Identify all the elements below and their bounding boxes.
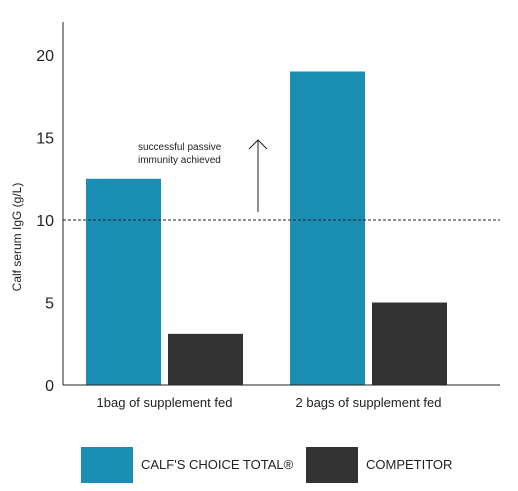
annotation-arrow	[248, 139, 268, 212]
y-tick-label: 0	[45, 378, 54, 395]
bar	[168, 333, 243, 385]
bar-chart: Calf serum IgG (g/L) 0 5 10 15 20 1bag of su…	[10, 22, 500, 410]
legend-swatch-competitor	[306, 447, 358, 483]
y-tick-label: 10	[36, 213, 54, 230]
x-category-label: 1bag of supplement fed	[97, 395, 233, 410]
bar	[290, 71, 365, 385]
y-tick-label: 15	[36, 131, 54, 148]
legend-label-competitor: COMPETITOR	[366, 457, 453, 472]
x-category-label: 2 bags of supplement fed	[296, 395, 442, 410]
y-tick-label: 20	[36, 48, 54, 65]
annotation-line-1: successful passive	[138, 142, 222, 153]
legend-label-calfs-choice: CALF'S CHOICE TOTAL®	[141, 457, 294, 472]
y-tick-label: 5	[45, 296, 54, 313]
annotation-line-2: immunity achieved	[138, 155, 221, 166]
bar	[372, 302, 447, 385]
legend-swatch-calfs-choice	[81, 447, 133, 483]
y-axis-label: Calf serum IgG (g/L)	[10, 183, 24, 292]
bar	[86, 178, 161, 385]
